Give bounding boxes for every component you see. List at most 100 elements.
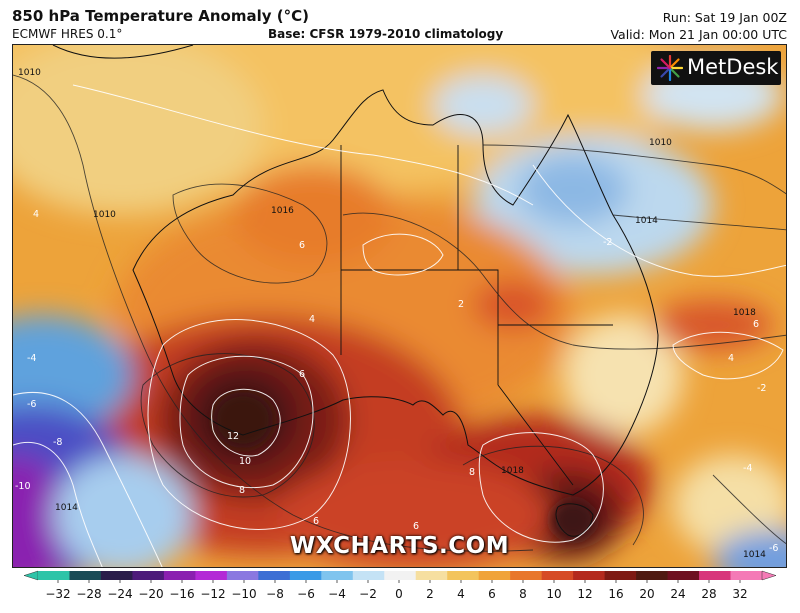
anomaly-label: 4: [33, 209, 39, 220]
colorbar-tick-label: −6: [297, 587, 315, 601]
colorbar-swatch: [384, 571, 417, 580]
colorbar-tick-label: −2: [359, 587, 377, 601]
colorbar-tick-label: 4: [457, 587, 465, 601]
new-guinea-coast: [52, 45, 194, 59]
anomaly-label: 6: [299, 240, 305, 251]
colorbar-tick-label: −12: [200, 587, 225, 601]
anomaly-label: 6: [753, 319, 759, 330]
state-borders: [340, 145, 613, 486]
colorbar-swatch: [195, 571, 228, 580]
colorbar-tick-label: −4: [328, 587, 346, 601]
colorbar-tick-label: −8: [266, 587, 284, 601]
isobar-label: 1010: [649, 138, 672, 148]
colorbar-tick-label: −20: [138, 587, 163, 601]
colorbar-swatch: [258, 571, 291, 580]
colorbar-tick-label: 20: [639, 587, 654, 601]
colorbar-ticks: −32 −28 −24 −20 −16 −12 −10 −8 −6 −4 −2 0 2 4 6 8 10 12 16…: [45, 580, 748, 601]
isobar-label: 1018: [733, 308, 756, 318]
colorbar-swatch: [699, 571, 732, 580]
colorbar-tick-label: 28: [701, 587, 716, 601]
isobar-label: 1016: [271, 206, 294, 216]
anomaly-label: 12: [227, 431, 239, 442]
isobar-lines: [13, 74, 786, 552]
isobar-label: 1010: [93, 210, 116, 220]
chart-header: 850 hPa Temperature Anomaly (°C) ECMWF H…: [0, 0, 800, 44]
isobar-labels: 1010 1010 1016 1010 1014 1018 1018 1014 …: [18, 68, 766, 560]
colorbar-swatch: [352, 571, 385, 580]
isobar-label: 1014: [635, 216, 658, 226]
anomaly-contours: [13, 84, 786, 567]
anomaly-label: 10: [239, 456, 251, 467]
isobar-label: 1010: [18, 68, 41, 78]
anomaly-label: 4: [728, 353, 734, 364]
logo-text: MetDesk: [687, 55, 779, 79]
colorbar-swatch: [69, 571, 102, 580]
colorbar-swatch: [667, 571, 700, 580]
colorbar-swatch: [573, 571, 606, 580]
chart-title: 850 hPa Temperature Anomaly (°C): [12, 7, 309, 25]
colorbar-max-arrow: [761, 570, 777, 581]
metdesk-logo: MetDesk: [651, 51, 781, 85]
tasmania-coastline: [555, 503, 594, 537]
anomaly-label: -2: [757, 383, 766, 394]
anomaly-label: 4: [309, 314, 315, 325]
colorbar-swatch: [38, 571, 71, 580]
colorbar-swatch: [478, 571, 511, 580]
colorbar-tick-label: 0: [395, 587, 403, 601]
colorbar: −32 −28 −24 −20 −16 −12 −10 −8 −6 −4 −2 0 2 4 6 8 10 12 16…: [23, 570, 777, 601]
anomaly-label: 6: [313, 516, 319, 527]
valid-time: Valid: Mon 21 Jan 00:00 UTC: [610, 27, 787, 42]
colorbar-tick-label: 10: [546, 587, 561, 601]
colorbar-swatch: [447, 571, 480, 580]
colorbar-tick-label: 32: [732, 587, 747, 601]
anomaly-label: 6: [413, 521, 419, 532]
colorbar-swatch: [289, 571, 322, 580]
colorbar-tick-label: −28: [76, 587, 101, 601]
colorbar-swatch: [100, 571, 134, 580]
run-time: Run: Sat 19 Jan 00Z: [662, 10, 787, 25]
anomaly-label: 8: [469, 467, 475, 478]
colorbar-swatch: [730, 571, 763, 580]
colorbar-tick-label: 16: [608, 587, 623, 601]
australia-coastline: [132, 89, 659, 496]
colorbar-tick-label: 24: [670, 587, 685, 601]
colorbar-swatch: [604, 571, 637, 580]
colorbar-tick-label: 8: [519, 587, 527, 601]
anomaly-label: -4: [27, 353, 36, 364]
anomaly-label: 8: [239, 485, 245, 496]
colorbar-min-arrow: [23, 570, 39, 581]
anomaly-label: -6: [27, 399, 36, 410]
colorbar-tick-label: 12: [577, 587, 592, 601]
colorbar-swatch: [510, 571, 543, 580]
anomaly-label: 2: [458, 299, 464, 310]
model-name: ECMWF HRES 0.1°: [12, 27, 123, 41]
anomaly-label: -10: [15, 481, 31, 492]
colorbar-tick-label: −16: [169, 587, 194, 601]
colorbar-swatch: [226, 571, 259, 580]
anomaly-label: -6: [769, 543, 778, 554]
colorbar-swatch: [541, 571, 574, 580]
colorbar-tick-label: −10: [231, 587, 256, 601]
colorbar-tick-label: 2: [426, 587, 434, 601]
colorbar-swatch: [321, 571, 354, 580]
anomaly-labels: 12 10 8 8 6 6 6 6 6 4 4 4 2 -2 -4 -6 -8 …: [15, 209, 778, 554]
isobar-label: 1014: [743, 550, 766, 560]
colorbar-tick-label: 6: [488, 587, 496, 601]
isobar-label: 1018: [501, 466, 524, 476]
colorbar-swatch: [636, 571, 669, 580]
map-canvas: 1010 1010 1016 1010 1014 1018 1018 1014 …: [13, 45, 786, 567]
anomaly-label: -2: [603, 237, 612, 248]
colorbar-swatch: [132, 571, 165, 580]
metdesk-starburst-icon: [657, 55, 683, 81]
colorbar-tick-label: −24: [107, 587, 132, 601]
colorbar-swatch: [163, 571, 196, 580]
climatology-base: Base: CFSR 1979-2010 climatology: [268, 27, 504, 41]
anomaly-label: -4: [743, 463, 752, 474]
anomaly-label: 6: [299, 369, 305, 380]
isobar-label: 1014: [55, 503, 78, 513]
anomaly-map: 1010 1010 1016 1010 1014 1018 1018 1014 …: [12, 44, 787, 568]
colorbar-swatch: [415, 571, 448, 580]
colorbar-tick-label: −32: [45, 587, 70, 601]
colorbar-swatches: [23, 570, 777, 581]
watermark: WXCHARTS.COM: [289, 533, 510, 559]
